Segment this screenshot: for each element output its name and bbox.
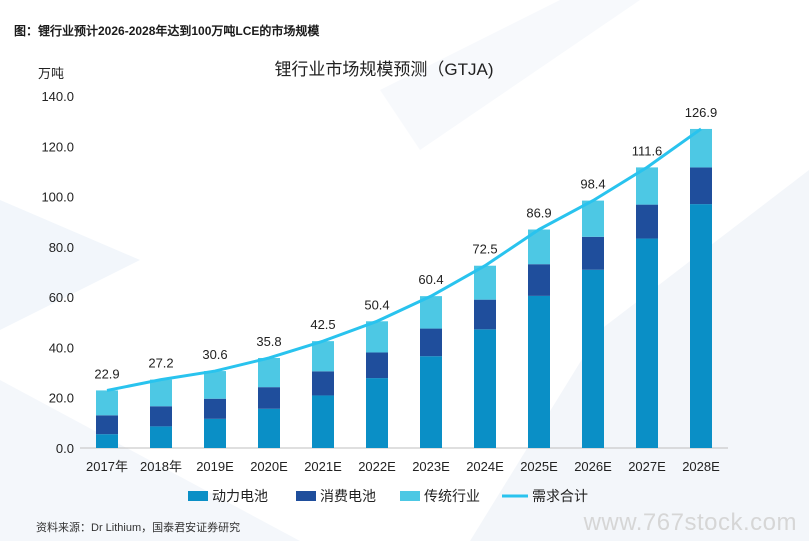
- y-tick-label: 100.0: [41, 190, 74, 205]
- y-tick-label: 0.0: [56, 441, 74, 456]
- bar-segment: [258, 408, 280, 448]
- bar-segment: [474, 265, 496, 300]
- bar-segment: [312, 371, 334, 396]
- legend-label: 动力电池: [212, 488, 268, 504]
- bar-segment: [204, 398, 226, 419]
- x-tick-label: 2024E: [466, 459, 504, 474]
- bar-segment: [204, 371, 226, 399]
- total-data-label: 27.2: [148, 356, 173, 371]
- total-data-label: 42.5: [310, 317, 335, 332]
- bar-segment: [582, 200, 604, 237]
- total-data-label: 86.9: [526, 206, 551, 221]
- bar-segment: [312, 341, 334, 372]
- bar-segment: [420, 328, 442, 357]
- total-data-label: 111.6: [632, 143, 663, 158]
- chart-title: 锂行业市场规模预测（GTJA): [274, 60, 493, 79]
- y-tick-label: 40.0: [49, 340, 74, 355]
- bar-segment: [420, 296, 442, 329]
- bar-segment: [150, 379, 172, 407]
- legend-swatch: [188, 491, 208, 501]
- bar-segment: [582, 236, 604, 270]
- bar-segment: [96, 415, 118, 435]
- y-tick-label: 140.0: [41, 89, 74, 104]
- total-data-label: 60.4: [418, 272, 443, 287]
- figure-title: 图：锂行业预计2026-2028年达到100万吨LCE的市场规模: [14, 24, 320, 38]
- total-demand-line: [106, 127, 702, 392]
- bar-segment: [636, 238, 658, 448]
- x-tick-label: 2018年: [140, 459, 182, 474]
- total-data-label: 72.5: [472, 242, 497, 257]
- source-note: 资料来源：Dr Lithium，国泰君安证券研究: [36, 522, 241, 534]
- x-tick-label: 2027E: [628, 459, 666, 474]
- bar-segment: [474, 329, 496, 448]
- total-data-label: 35.8: [256, 334, 281, 349]
- bar-segment: [150, 406, 172, 427]
- x-tick-label: 2021E: [304, 459, 342, 474]
- bar-segment: [258, 387, 280, 409]
- bar-segment: [636, 204, 658, 239]
- y-tick-label: 80.0: [49, 240, 74, 255]
- y-tick-label: 120.0: [41, 139, 74, 154]
- y-axis-label: 万吨: [38, 66, 64, 81]
- bar-segment: [420, 356, 442, 448]
- bar-segment: [366, 352, 388, 379]
- bar-segment: [204, 418, 226, 448]
- bar-segment: [528, 229, 550, 265]
- legend-label: 需求合计: [532, 488, 588, 504]
- legend-label: 传统行业: [424, 488, 480, 504]
- bar-segment: [366, 378, 388, 448]
- bar-segment: [258, 357, 280, 388]
- bar-segment: [366, 321, 388, 353]
- bar-segment: [96, 434, 118, 448]
- bar-segment: [96, 390, 118, 416]
- bar-segment: [690, 167, 712, 205]
- x-tick-label: 2025E: [520, 459, 558, 474]
- total-data-label: 30.6: [202, 347, 227, 362]
- x-tick-label: 2026E: [574, 459, 612, 474]
- y-tick-label: 20.0: [49, 391, 74, 406]
- total-data-label: 50.4: [364, 297, 389, 312]
- bar-segment: [690, 128, 712, 168]
- bar-segment: [582, 269, 604, 448]
- bar-segment: [636, 167, 658, 205]
- total-data-label: 98.4: [580, 177, 605, 192]
- y-tick-label: 60.0: [49, 290, 74, 305]
- legend-swatch: [296, 491, 316, 501]
- bar-segment: [528, 264, 550, 296]
- x-tick-label: 2023E: [412, 459, 450, 474]
- bar-segment: [150, 426, 172, 448]
- x-tick-label: 2019E: [196, 459, 234, 474]
- x-tick-label: 2028E: [682, 459, 720, 474]
- x-tick-label: 2022E: [358, 459, 396, 474]
- bar-segment: [690, 204, 712, 448]
- bar-segment: [312, 395, 334, 448]
- bar-segment: [474, 299, 496, 330]
- legend-swatch: [400, 491, 420, 501]
- total-data-label: 22.9: [94, 366, 119, 381]
- x-tick-label: 2020E: [250, 459, 288, 474]
- x-tick-label: 2017年: [86, 459, 128, 474]
- bar-segment: [528, 295, 550, 448]
- watermark: www.767stock.com: [583, 509, 797, 536]
- total-data-label: 126.9: [685, 105, 718, 120]
- legend-label: 消费电池: [320, 488, 376, 504]
